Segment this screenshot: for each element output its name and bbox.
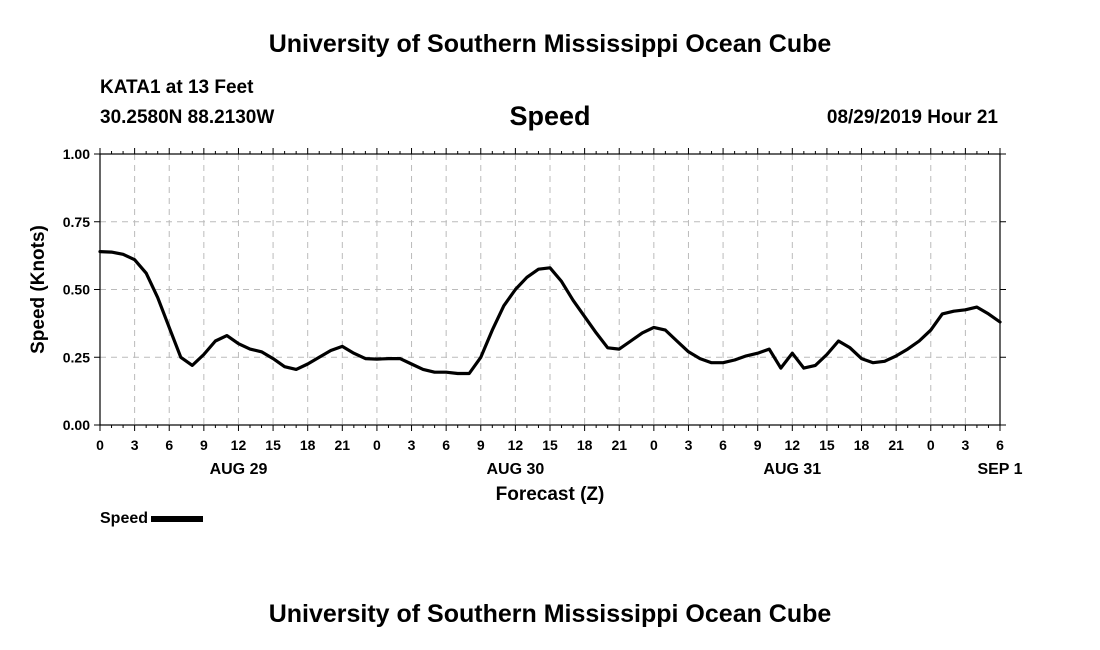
- variable-title: Speed: [509, 101, 591, 131]
- grid: [100, 154, 1000, 425]
- x-tick-label: 15: [542, 437, 558, 453]
- x-tick-label: 6: [996, 437, 1004, 453]
- date-label: AUG 31: [763, 461, 821, 478]
- axis-labels: 0.00 0.25 0.50 0.75 1.00 0 3 6 9 12 15 18 21 0 3 6 9 12 15…: [28, 146, 1023, 505]
- y-axis-label: Speed (Knots): [28, 225, 49, 354]
- x-tick-label: 0: [373, 437, 381, 453]
- x-tick-label: 21: [611, 437, 627, 453]
- y-tick-label: 0.75: [63, 214, 90, 230]
- legend: Speed: [100, 510, 204, 528]
- legend-swatch: [151, 516, 204, 522]
- x-tick-label: 3: [685, 437, 693, 453]
- x-tick-label: 3: [961, 437, 969, 453]
- y-tick-label: 0.50: [63, 282, 90, 298]
- series-line-speed: [98, 250, 1002, 376]
- chart-title-top: University of Southern Mississippi Ocean…: [268, 30, 832, 58]
- x-tick-label: 3: [408, 437, 416, 453]
- x-tick-label: 0: [927, 437, 935, 453]
- date-label: AUG 30: [486, 461, 544, 478]
- date-label: SEP 1: [977, 461, 1022, 478]
- datetime-label: 08/29/2019 Hour 21: [826, 107, 998, 128]
- x-tick-label: 9: [200, 437, 208, 453]
- axis-ticks: [94, 148, 1006, 431]
- x-tick-label: 6: [719, 437, 727, 453]
- x-tick-label: 18: [854, 437, 870, 453]
- y-tick-label: 0.00: [63, 417, 90, 433]
- x-tick-label: 0: [96, 437, 104, 453]
- x-tick-label: 15: [265, 437, 281, 453]
- x-tick-label: 3: [131, 437, 139, 453]
- x-tick-label: 15: [819, 437, 835, 453]
- x-tick-label: 12: [508, 437, 524, 453]
- station-label: KATA1 at 13 Feet: [100, 77, 254, 98]
- x-axis-label: Forecast (Z): [496, 484, 605, 505]
- x-tick-label: 9: [477, 437, 485, 453]
- coordinates-label: 30.2580N 88.2130W: [100, 107, 275, 128]
- x-tick-label: 0: [650, 437, 658, 453]
- x-tick-label: 9: [754, 437, 762, 453]
- x-tick-label: 12: [231, 437, 247, 453]
- x-tick-label: 6: [442, 437, 450, 453]
- x-tick-label: 18: [300, 437, 316, 453]
- legend-label: Speed: [100, 510, 149, 527]
- x-tick-label: 12: [785, 437, 801, 453]
- x-tick-label: 21: [888, 437, 904, 453]
- y-tick-label: 0.25: [63, 349, 90, 365]
- y-tick-label: 1.00: [63, 146, 90, 162]
- x-tick-label: 6: [165, 437, 173, 453]
- chart-title-bottom: University of Southern Mississippi Ocean…: [268, 600, 832, 628]
- series-layer: [98, 250, 1002, 376]
- x-tick-label: 21: [335, 437, 351, 453]
- date-label: AUG 29: [210, 461, 268, 478]
- x-tick-label: 18: [577, 437, 593, 453]
